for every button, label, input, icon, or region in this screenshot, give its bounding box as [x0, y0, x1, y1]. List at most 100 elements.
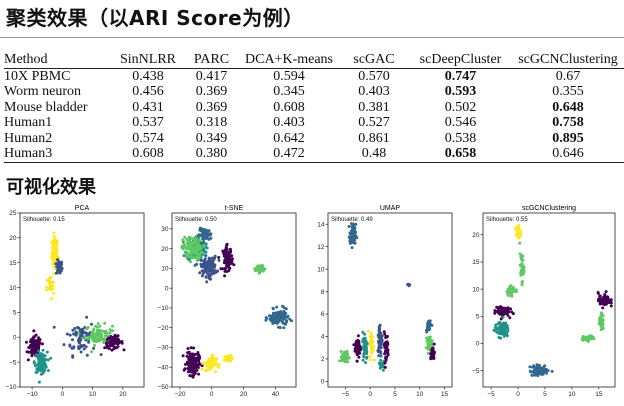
scatter-point [385, 355, 389, 359]
score-cell: 0.646 [512, 146, 624, 163]
scatter-point [207, 257, 211, 261]
scatter-point [504, 331, 508, 335]
scatter-point [217, 362, 221, 366]
scatter-point [206, 267, 210, 271]
scatter-point [382, 342, 386, 346]
scatter-point [271, 321, 275, 325]
column-header: scGAC [339, 52, 409, 69]
scatter-point [601, 319, 604, 322]
scatter-point [363, 337, 367, 341]
score-cell: 0.355 [552, 84, 584, 99]
score-cell: 0.538 [444, 130, 477, 146]
scatter-point [203, 257, 207, 261]
scatter-point [504, 321, 508, 325]
scatter-point [197, 372, 201, 376]
scatter-point [55, 265, 59, 269]
scatter-point [264, 316, 268, 320]
scatter-point [50, 297, 53, 301]
y-tick-label: 20 [161, 246, 169, 253]
scatter-point [205, 264, 209, 268]
scatter-point [185, 255, 189, 259]
x-tick-label: −10 [27, 391, 38, 398]
scatter-point [54, 262, 58, 266]
ari-score-table: Method SinNLRR PARC DCA+K-means scGAC sc… [4, 52, 624, 163]
scatter-point [37, 380, 41, 384]
scatter-point [426, 337, 430, 341]
scatter-point [99, 353, 103, 357]
scatter-point [257, 267, 261, 271]
scatter-point [214, 370, 217, 374]
scatter-point [199, 258, 203, 262]
scatter-point [232, 263, 236, 267]
scatter-point [32, 329, 36, 333]
scatter-point [74, 330, 78, 334]
y-tick-label: −10 [5, 384, 16, 391]
scatter-point [341, 353, 344, 357]
scatter-point [30, 354, 34, 358]
scatter-point [204, 242, 208, 246]
scatter-point [499, 317, 503, 321]
scatter-point [501, 307, 505, 310]
scatter-point [604, 290, 608, 294]
scatter-point [215, 364, 219, 368]
scatter-point [603, 294, 607, 297]
scatter-point [506, 287, 510, 291]
scatter-point [71, 328, 75, 332]
scatter-point [343, 354, 347, 358]
scatter-point [514, 226, 518, 230]
scatter-point [432, 356, 436, 360]
scatter-point [52, 258, 56, 262]
scatter-point [45, 285, 48, 289]
scatter-point [204, 270, 207, 274]
scatter-point [189, 346, 193, 350]
scatter-point [498, 332, 502, 336]
scatter-point [357, 341, 361, 345]
plot-frame [171, 212, 297, 388]
scatter-point [361, 330, 365, 334]
scatter-point [117, 340, 121, 344]
plot-frame [482, 212, 616, 388]
score-cell: 0.369 [195, 99, 228, 115]
scatter-point [205, 280, 209, 284]
scatter-point [282, 309, 286, 313]
scatter-point [190, 355, 194, 359]
scatter-point [30, 346, 34, 350]
scatter-point [507, 294, 511, 298]
scatter-point [33, 364, 37, 368]
scatter-point [511, 312, 515, 316]
scatter-point [112, 337, 116, 341]
scatter-point [209, 260, 213, 263]
scatter-point [105, 342, 109, 346]
scatter-point [185, 354, 189, 358]
scatter-point [41, 366, 45, 370]
scatter-point [187, 241, 191, 245]
scatter-point [271, 306, 275, 310]
plot-title: t-SNE [225, 205, 244, 212]
scatter-point [498, 305, 502, 309]
x-tick-label: 10 [89, 391, 97, 398]
scatter-point [365, 342, 369, 346]
x-tick-label: 5 [543, 391, 547, 398]
scatter-point [506, 313, 510, 317]
scatter-point [105, 338, 109, 342]
scatter-point [51, 280, 55, 284]
scatter-point [202, 241, 206, 244]
scatter-point [59, 262, 62, 266]
scatter-point [494, 329, 498, 333]
scatter-points [25, 231, 126, 384]
scatter-point [385, 341, 388, 345]
scatter-point [55, 271, 59, 275]
scatter-point [223, 274, 227, 278]
scatter-point [494, 323, 498, 327]
scatter-point [363, 332, 367, 336]
scatter-point [508, 316, 512, 320]
scatter-point [37, 336, 40, 340]
scatter-point [282, 326, 286, 330]
scatter-point [181, 238, 185, 242]
scatter-point [504, 324, 508, 328]
scatter-point [39, 369, 42, 373]
scatter-point [38, 365, 42, 369]
scatter-point [34, 340, 37, 344]
scatter-points [180, 226, 293, 379]
y-tick-label: 30 [161, 226, 169, 233]
